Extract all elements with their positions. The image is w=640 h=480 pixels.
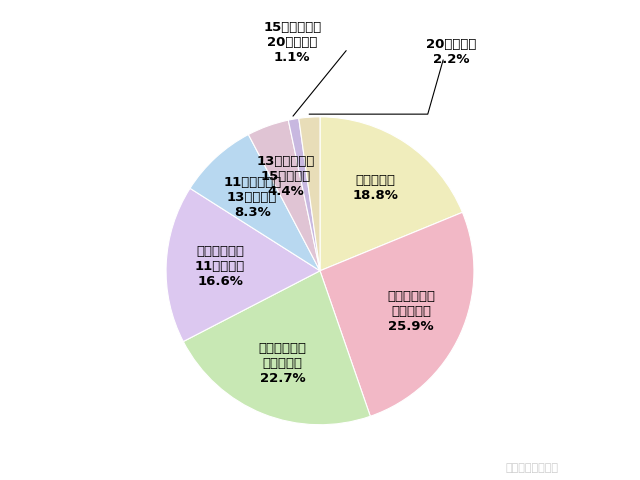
Text: ９万円以上、
11万円未満
16.6%: ９万円以上、 11万円未満 16.6% [195, 245, 245, 288]
Wedge shape [320, 117, 463, 271]
Wedge shape [299, 117, 320, 271]
Wedge shape [183, 271, 371, 425]
Text: 20万円以上
2.2%: 20万円以上 2.2% [426, 38, 476, 66]
Text: ７万円以上、
９万円未満
22.7%: ７万円以上、 ９万円未満 22.7% [259, 342, 307, 385]
Wedge shape [320, 212, 474, 416]
Text: ５万円未満
18.8%: ５万円未満 18.8% [353, 174, 399, 202]
Text: マネーゴーランド: マネーゴーランド [506, 463, 559, 473]
Wedge shape [248, 120, 320, 271]
Text: ５万円以上、
７万円未満
25.9%: ５万円以上、 ７万円未満 25.9% [387, 290, 435, 334]
Text: 15万円以上、
20万円未満
1.1%: 15万円以上、 20万円未満 1.1% [263, 22, 321, 64]
Wedge shape [190, 134, 320, 271]
Text: 13万円以上、
15万円未満
4.4%: 13万円以上、 15万円未満 4.4% [257, 155, 316, 198]
Wedge shape [166, 188, 320, 342]
Wedge shape [288, 118, 320, 271]
Text: 11万円以上、
13万円未満
8.3%: 11万円以上、 13万円未満 8.3% [223, 176, 282, 219]
